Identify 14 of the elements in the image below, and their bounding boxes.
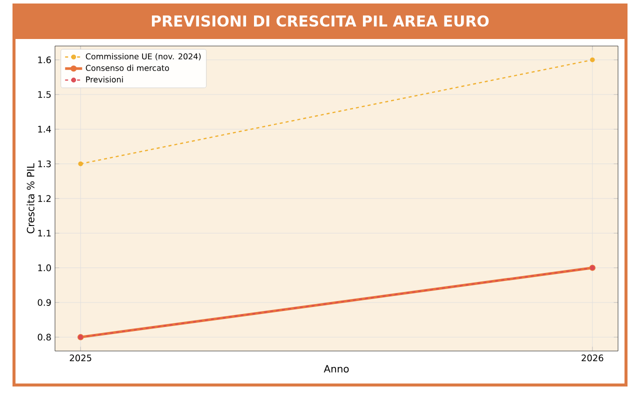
x-axis-title: Anno — [324, 365, 349, 373]
x-tick-label: 2026 — [582, 354, 604, 362]
y-axis-title: Crescita % PIL — [26, 163, 34, 234]
chart-title: PREVISIONI DI CRESCITA PIL AREA EURO — [152, 15, 489, 27]
y-tick-label: 1.3 — [38, 160, 51, 168]
y-tick-label: 1.0 — [38, 264, 51, 272]
y-tick-label: 1.4 — [38, 126, 51, 132]
x-tick-label: 2025 — [70, 354, 92, 362]
y-tick-label: 0.9 — [38, 299, 51, 306]
y-tick-label: 1.5 — [38, 91, 51, 98]
y-tick-label: 1.1 — [38, 230, 51, 236]
y-tick-label: 1.2 — [38, 195, 51, 202]
y-tick-label: 1.6 — [38, 56, 51, 64]
y-tick-label: 0.8 — [38, 334, 51, 341]
